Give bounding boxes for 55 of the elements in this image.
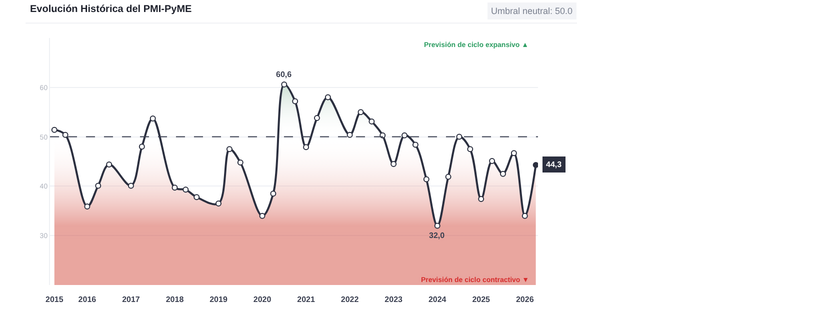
x-tick-label: 2018 xyxy=(166,295,184,304)
x-tick-label: 2020 xyxy=(253,295,272,304)
x-tick-label: 2022 xyxy=(340,295,360,304)
x-tick-label: 2019 xyxy=(210,295,228,304)
point xyxy=(500,170,506,177)
point xyxy=(237,159,244,166)
point xyxy=(489,158,496,164)
data-label: 60,6 xyxy=(276,70,292,79)
data-label: 32,0 xyxy=(429,231,446,240)
point xyxy=(303,144,310,150)
point xyxy=(314,115,320,122)
point xyxy=(172,184,178,191)
point xyxy=(324,94,331,100)
point xyxy=(182,186,189,193)
point xyxy=(281,81,288,88)
text: Umbral neutral: 50.0 xyxy=(491,6,573,16)
point xyxy=(478,196,484,202)
point xyxy=(456,134,462,140)
point xyxy=(51,126,58,133)
point xyxy=(292,98,298,104)
point xyxy=(259,212,266,219)
x-tick-label: 2023 xyxy=(384,295,404,304)
chart-title: Evolución Histórica del PMI-PyME xyxy=(30,4,192,15)
x-tick-label: 2026 xyxy=(516,295,534,304)
x-tick-label: 2024 xyxy=(428,295,447,304)
x-tick-label: 2025 xyxy=(472,295,491,304)
x-tick-label: 2021 xyxy=(297,295,316,304)
point xyxy=(390,160,397,167)
point xyxy=(445,174,452,180)
x-tick-label: 2017 xyxy=(122,295,140,304)
x-tick-label: 2016 xyxy=(78,295,97,304)
point xyxy=(226,146,232,152)
point xyxy=(412,142,418,148)
point xyxy=(106,161,112,168)
point xyxy=(402,132,408,138)
point xyxy=(194,194,200,200)
point xyxy=(434,222,440,229)
x-tick-label: 2015 xyxy=(45,295,64,304)
point xyxy=(216,200,222,206)
point xyxy=(95,182,102,189)
point xyxy=(358,109,364,116)
point xyxy=(150,116,156,122)
point xyxy=(138,144,145,150)
point xyxy=(346,132,353,138)
point xyxy=(270,190,276,197)
point xyxy=(128,182,134,189)
point xyxy=(423,176,430,182)
point xyxy=(510,150,517,156)
point xyxy=(84,203,90,210)
point xyxy=(522,212,528,219)
data-label: 44,3 xyxy=(546,160,562,169)
point xyxy=(368,118,375,124)
point xyxy=(467,146,474,152)
point xyxy=(62,132,68,138)
point xyxy=(532,162,538,168)
